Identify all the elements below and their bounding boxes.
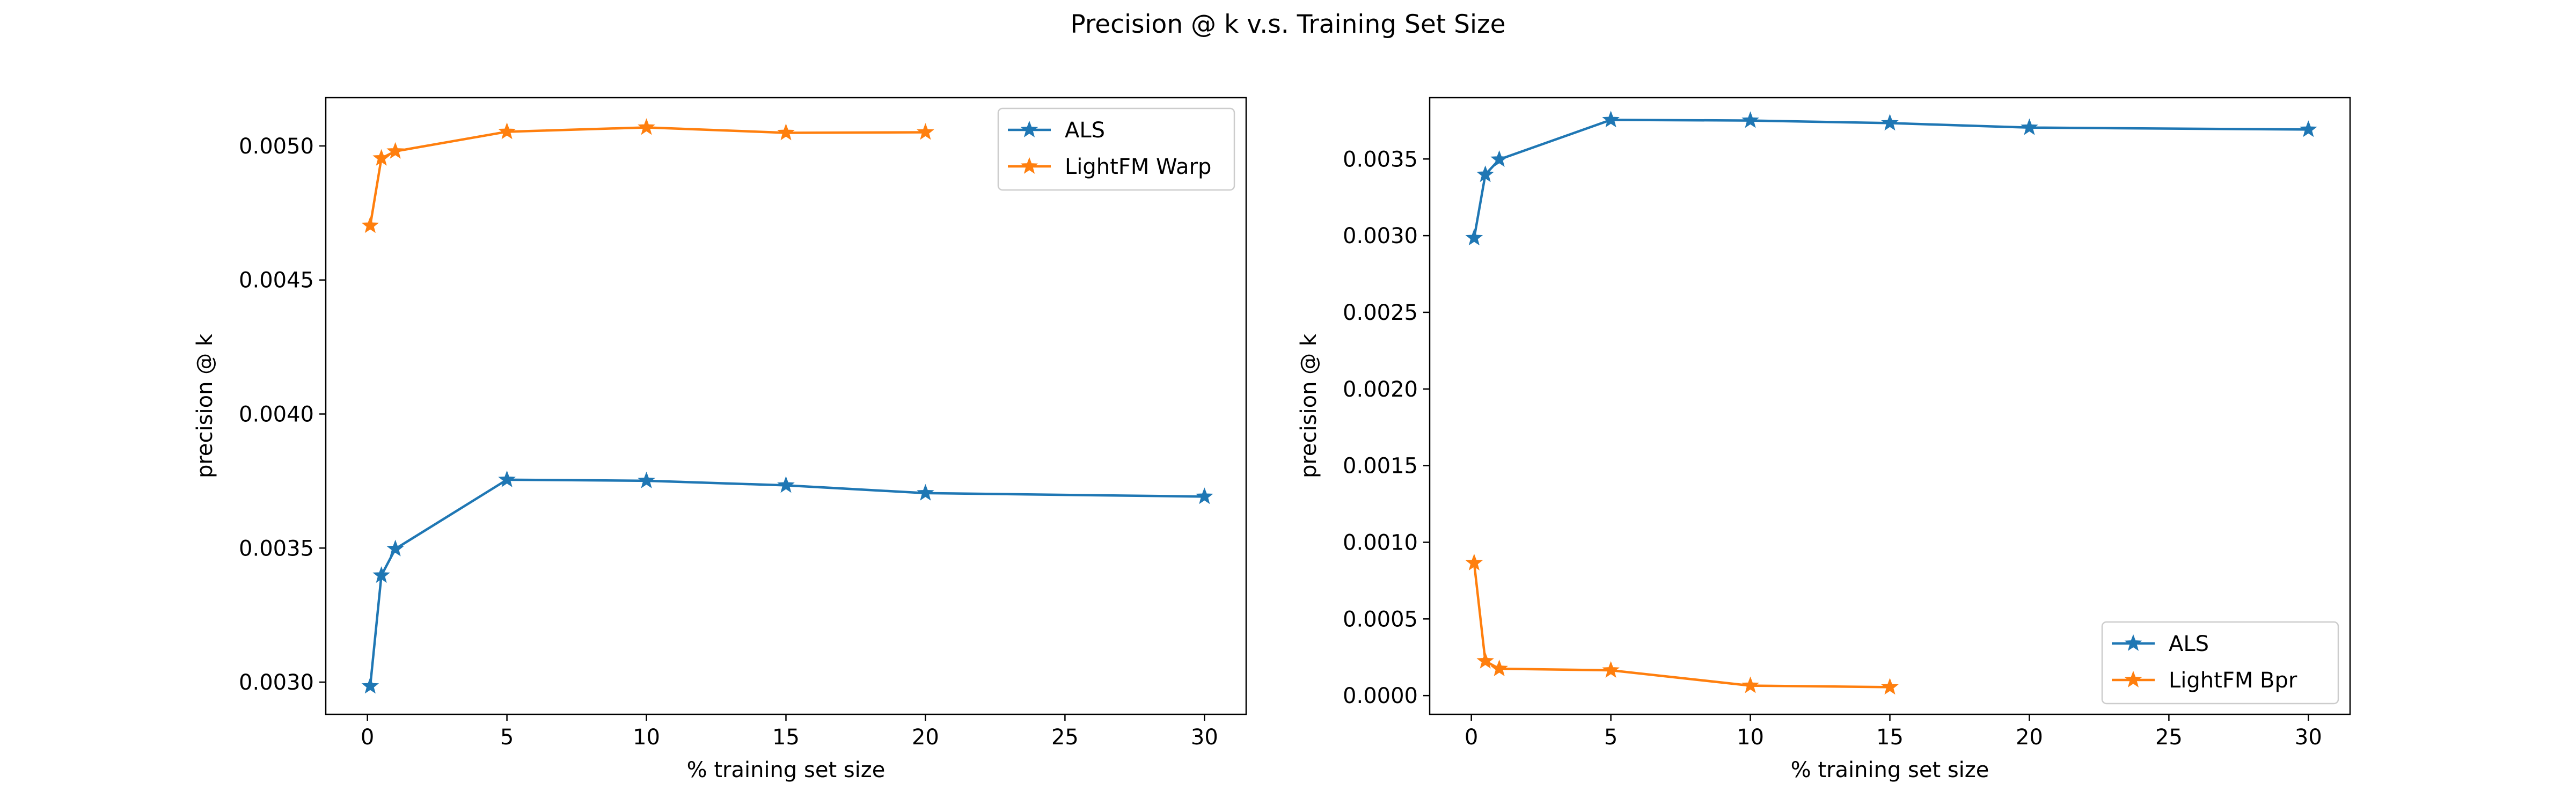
series-line — [369, 126, 926, 226]
legend-marker — [1020, 157, 1038, 174]
data-point — [777, 123, 795, 141]
data-point — [1490, 150, 1508, 167]
figure-title: Precision @ k v.s. Training Set Size — [1070, 10, 1506, 39]
data-point — [498, 122, 516, 140]
data-point — [1465, 229, 1483, 246]
series-line — [1473, 119, 2309, 238]
y-tick-label: 0.0045 — [239, 268, 314, 293]
x-tick-label: 30 — [2295, 725, 2322, 750]
legend-box — [997, 107, 1235, 191]
legend-label: ALS — [2169, 632, 2209, 656]
data-point — [1602, 661, 1620, 678]
y-tick-label: 0.0040 — [239, 402, 314, 427]
data-point — [1881, 678, 1899, 695]
x-tick-label: 15 — [772, 725, 800, 750]
legend-label: ALS — [1065, 118, 1105, 143]
x-tick-label: 20 — [912, 725, 939, 750]
y-tick-label: 0.0015 — [1343, 454, 1418, 479]
data-point — [1196, 487, 1213, 504]
data-point — [1465, 553, 1483, 570]
x-tick-label: 25 — [2155, 725, 2183, 750]
y-tick-label: 0.0035 — [1343, 147, 1418, 172]
x-tick-label: 30 — [1191, 725, 1218, 750]
x-axis-label: % training set size — [687, 758, 885, 782]
y-tick-label: 0.0030 — [1343, 224, 1418, 248]
legend-marker — [1020, 120, 1038, 137]
y-tick-label: 0.0030 — [239, 670, 314, 695]
data-point — [638, 118, 655, 135]
data-point — [372, 566, 390, 583]
x-tick-label: 10 — [633, 725, 660, 750]
data-point — [1741, 676, 1759, 693]
x-tick-label: 15 — [1876, 725, 1904, 750]
x-tick-label: 5 — [1604, 725, 1618, 750]
data-point — [638, 471, 655, 488]
data-point — [917, 484, 934, 501]
axes-frame — [325, 97, 1247, 715]
x-tick-label: 0 — [1465, 725, 1478, 750]
legend-box — [2101, 621, 2339, 705]
y-tick-label: 0.0010 — [1343, 530, 1418, 555]
data-point — [2300, 120, 2317, 137]
x-tick-label: 25 — [1051, 725, 1079, 750]
x-tick-label: 10 — [1737, 725, 1764, 750]
y-axis-label: precision @ k — [193, 333, 217, 478]
y-tick-label: 0.0020 — [1343, 377, 1418, 402]
left-chart-panel: 0 5 10 15 20 25 30 0.0030 0.0035 0.0040 0.0045 0.00… — [193, 97, 1247, 782]
y-tick-label: 0.0005 — [1343, 607, 1418, 632]
data-point — [386, 142, 404, 159]
series-line — [1473, 562, 1890, 689]
x-tick-label: 0 — [361, 725, 374, 750]
y-tick-label: 0.0025 — [1343, 301, 1418, 325]
data-point — [361, 677, 379, 694]
data-point — [1602, 111, 1620, 128]
legend-label: LightFM Bpr — [2169, 668, 2297, 693]
legend-marker — [2124, 634, 2142, 651]
y-tick-label: 0.0000 — [1343, 684, 1418, 708]
legend-marker — [2124, 670, 2142, 687]
data-point — [1476, 652, 1494, 669]
data-point — [1490, 660, 1508, 677]
legend-label: LightFM Warp — [1065, 155, 1211, 179]
y-axis-label: precision @ k — [1297, 333, 1321, 478]
series-line — [369, 478, 1205, 686]
data-point — [777, 476, 795, 493]
axes-frame — [1429, 97, 2351, 715]
data-point — [361, 216, 379, 233]
x-axis-label: % training set size — [1791, 758, 1989, 782]
data-point — [1881, 114, 1899, 131]
x-tick-label: 5 — [500, 725, 514, 750]
y-tick-label: 0.0035 — [239, 536, 314, 561]
data-point — [372, 149, 390, 166]
data-point — [2021, 118, 2038, 135]
data-point — [917, 123, 934, 140]
right-chart-panel: 0 5 10 15 20 25 30 0.0000 0.0005 0.0010 0.0015 0.00… — [1297, 97, 2351, 782]
data-point — [386, 539, 404, 557]
data-point — [1476, 165, 1494, 182]
data-point — [498, 470, 516, 487]
y-tick-label: 0.0050 — [239, 134, 314, 159]
data-point — [1741, 111, 1759, 128]
x-tick-label: 20 — [2016, 725, 2043, 750]
